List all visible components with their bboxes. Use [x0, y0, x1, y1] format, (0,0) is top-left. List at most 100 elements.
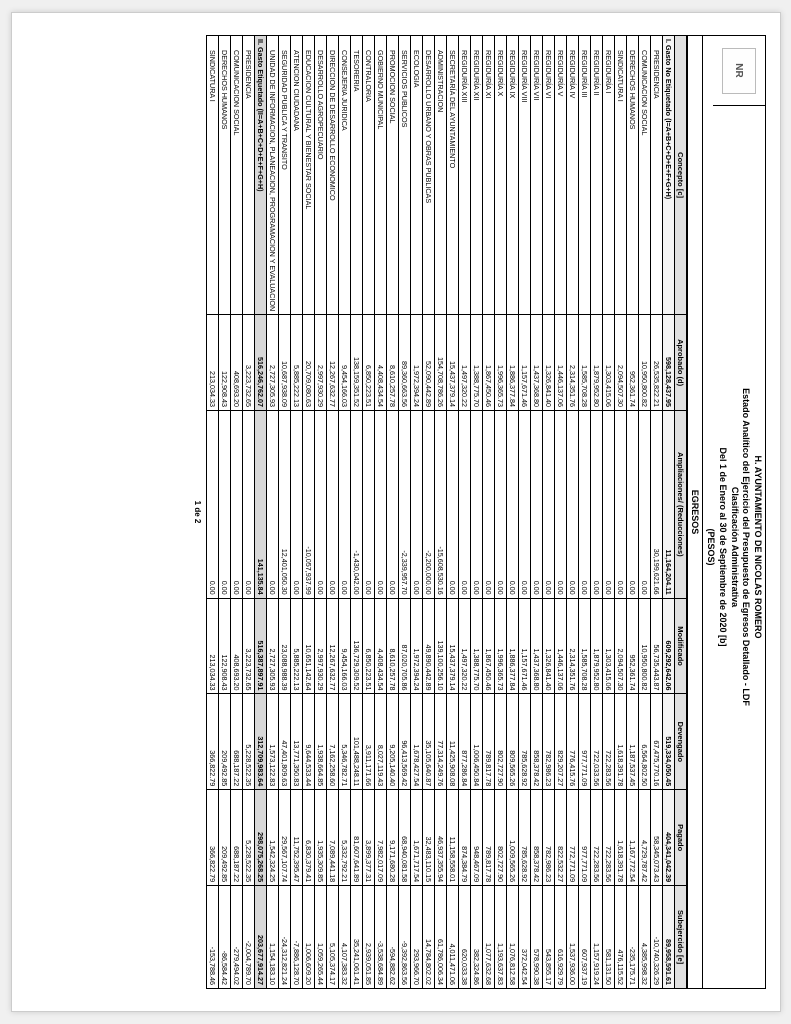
- value-cell: 0.00: [290, 411, 302, 599]
- value-cell: 776,415.76: [566, 694, 578, 790]
- value-cell: 15,437,379.14: [446, 598, 458, 694]
- value-cell: 6,564,802.50: [638, 694, 650, 790]
- concept-cell: ADMINISTRACION: [434, 36, 446, 315]
- concept-cell: PROMOCION SOCIAL: [386, 36, 398, 315]
- table-row: PRESIDENCIA26,535,822.2130,199,621.6656,…: [650, 36, 662, 989]
- value-cell: 0.00: [470, 411, 482, 599]
- table-row: COMUNICACION SOCIAL10,950,800.820.0010,9…: [638, 36, 650, 989]
- value-cell: 408,693.20: [230, 315, 242, 411]
- value-cell: -86,584.42: [218, 886, 230, 989]
- value-cell: 1,303,415.06: [602, 315, 614, 411]
- value-cell: 3,223,732.65: [242, 598, 254, 694]
- concept-cell: DIRECCION DE DESARROLLO ECONOMICO: [326, 36, 338, 315]
- value-cell: 122,908.43: [218, 315, 230, 411]
- value-cell: 5,228,522.35: [242, 694, 254, 790]
- table-row: II. Gasto Etiquetado (II=A+B+C+D+E+F+G+H…: [254, 36, 266, 989]
- value-cell: 858,378.42: [530, 694, 542, 790]
- value-cell: 10,950,800.82: [638, 315, 650, 411]
- value-cell: 0.00: [494, 411, 506, 599]
- value-cell: 366,822.79: [206, 694, 218, 790]
- value-cell: 5,105,374.17: [326, 886, 338, 989]
- value-cell: 0.00: [362, 411, 374, 599]
- value-cell: 8,027,119.43: [374, 694, 386, 790]
- value-cell: 7,162,258.60: [326, 694, 338, 790]
- value-cell: 4,107,383.32: [338, 886, 350, 989]
- value-cell: 9,205,140.40: [386, 694, 398, 790]
- table-row: DESARROLLO AGROPECUARIO2,997,930.290.002…: [314, 36, 326, 989]
- value-cell: 785,628.92: [518, 790, 530, 886]
- concept-cell: REGIDURÍA VII: [530, 36, 542, 315]
- value-cell: 789,817.78: [482, 694, 494, 790]
- table-row: SINDICATURA I213,034.330.00213,034.33366…: [206, 36, 218, 989]
- table-row: CONSEJERIA JURIDICA9,454,166.030.009,454…: [338, 36, 350, 989]
- value-cell: 1,437,368.80: [530, 598, 542, 694]
- value-cell: 722,283.56: [602, 790, 614, 886]
- value-cell: 809,565.26: [506, 694, 518, 790]
- value-cell: 10,687,938.09: [278, 315, 290, 411]
- value-cell: 209,492.85: [218, 694, 230, 790]
- value-cell: 1,497,320.22: [458, 315, 470, 411]
- table-body: I. Gasto No Etiquetado (I=A+B+C+D+E+F+G+…: [206, 36, 674, 989]
- header-row: Concepto [c] Aprobado (d) Ampliaciones/ …: [674, 36, 686, 989]
- value-cell: 312,709,983.64: [254, 694, 266, 790]
- value-cell: 1,437,368.80: [530, 315, 542, 411]
- concept-cell: REGIDURÍA I: [602, 36, 614, 315]
- value-cell: 1,497,320.22: [458, 598, 470, 694]
- value-cell: 408,693.20: [230, 598, 242, 694]
- value-cell: 822,532.27: [554, 790, 566, 886]
- table-row: SERVICIOS PUBLICOS89,360,663.56-2,339,95…: [398, 36, 410, 989]
- table-row: REGIDURÍA XIII1,497,320.220.001,497,320.…: [458, 36, 470, 989]
- value-cell: 1,671,717.54: [410, 790, 422, 886]
- value-cell: 785,628.92: [518, 694, 530, 790]
- concept-cell: DESARROLLO URBANO Y OBRAS PUBLICAS: [422, 36, 434, 315]
- table-row: DERECHOS HUMANOS122,908.430.00122,908.43…: [218, 36, 230, 989]
- col-pagado: Pagado: [674, 790, 686, 886]
- value-cell: 0.00: [614, 411, 626, 599]
- value-cell: 1,059,265.44: [314, 886, 326, 989]
- value-cell: 12,267,632.77: [326, 598, 338, 694]
- value-cell: 61,786,006.34: [434, 886, 446, 989]
- value-cell: 6,850,223.51: [362, 598, 374, 694]
- title-line-1: H. AYUNTAMIENTO DE NICOLAS ROMERO: [751, 110, 763, 984]
- value-cell: 1,446,137.06: [554, 598, 566, 694]
- value-cell: 1,157,671.46: [518, 315, 530, 411]
- value-cell: 0.00: [230, 411, 242, 599]
- value-cell: 1,009,565.26: [506, 790, 518, 886]
- value-cell: 29,567,107.74: [278, 790, 290, 886]
- value-cell: 1,006,450.84: [470, 694, 482, 790]
- value-cell: 782,986.23: [542, 790, 554, 886]
- value-cell: 0.00: [626, 411, 638, 599]
- value-cell: 4,729,787.42: [638, 790, 650, 886]
- concept-cell: REGIDURÍA XI: [482, 36, 494, 315]
- value-cell: 0.00: [590, 411, 602, 599]
- value-cell: 1,303,415.06: [602, 598, 614, 694]
- concept-cell: COMUNICACION SOCIAL: [230, 36, 242, 315]
- value-cell: -10,057,937.99: [302, 411, 314, 599]
- table-row: REGIDURÍA XI1,867,450.460.001,867,450.46…: [482, 36, 494, 989]
- table-row: REGIDURÍA VII1,437,368.800.001,437,368.8…: [530, 36, 542, 989]
- concept-cell: DERECHOS HUMANOS: [218, 36, 230, 315]
- value-cell: 0.00: [386, 411, 398, 599]
- concept-cell: REGIDURÍA IX: [506, 36, 518, 315]
- value-cell: 581,131.50: [602, 886, 614, 989]
- concept-cell: REGIDURÍA X: [494, 36, 506, 315]
- value-cell: 11,164,204.11: [662, 411, 674, 599]
- concept-cell: REGIDURÍA XIII: [458, 36, 470, 315]
- value-cell: 0.00: [410, 411, 422, 599]
- value-cell: 2,314,351.76: [566, 598, 578, 694]
- value-cell: 722,033.56: [590, 694, 602, 790]
- value-cell: 543,855.17: [542, 886, 554, 989]
- value-cell: 476,115.52: [614, 886, 626, 989]
- table-row: REGIDURÍA V1,446,137.060.001,446,137.068…: [554, 36, 566, 989]
- concept-cell: COMUNICACION SOCIAL: [638, 36, 650, 315]
- value-cell: 1,167,772.54: [626, 790, 638, 886]
- table-row: ADMINISTRACION154,708,786.26-15,608,530.…: [434, 36, 446, 989]
- table-row: REGIDURÍA XII1,388,775.700.001,388,775.7…: [470, 36, 482, 989]
- concept-cell: ATENCION CIUDADANA: [290, 36, 302, 315]
- value-cell: 858,378.42: [530, 790, 542, 886]
- budget-table: Concepto [c] Aprobado (d) Ampliaciones/ …: [205, 35, 686, 989]
- value-cell: 138,159,351.52: [350, 315, 362, 411]
- concept-cell: ECOLOGIA: [410, 36, 422, 315]
- value-cell: 1,388,775.70: [470, 598, 482, 694]
- value-cell: 607,937.19: [578, 886, 590, 989]
